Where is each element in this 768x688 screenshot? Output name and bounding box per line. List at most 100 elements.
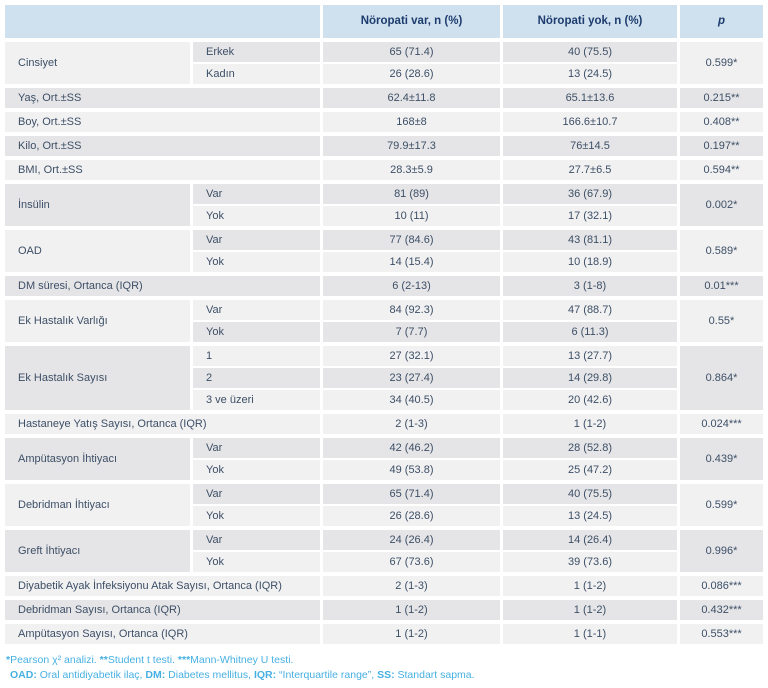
header-cell-neuropathy-present: Nöropati var, n (%) xyxy=(323,5,500,38)
table-row-group: İnsülin Var 81 (89) 36 (67.9) Yok 10 (11) 17 (… xyxy=(5,184,763,226)
row-label-cell: Hastaneye Yatış Sayısı, Ortanca (IQR) xyxy=(5,414,320,434)
table-subrow: Var 65 (71.4) 40 (75.5) xyxy=(193,484,677,504)
footnote-term: OAD: xyxy=(10,669,37,681)
table-subrow: Yok 14 (15.4) 10 (18.9) xyxy=(193,252,677,272)
sub-label-cell: Var xyxy=(193,300,320,320)
value-cell-neuropathy-absent: 13 (24.5) xyxy=(503,64,677,84)
value-cell-neuropathy-present: 42 (46.2) xyxy=(323,438,500,458)
value-cell-neuropathy-present: 65 (71.4) xyxy=(323,484,500,504)
value-cell-neuropathy-present: 26 (28.6) xyxy=(323,64,500,84)
sub-label-cell: Yok xyxy=(193,206,320,226)
sub-label-cell: 3 ve üzeri xyxy=(193,390,320,410)
value-cell-neuropathy-present: 2 (1-3) xyxy=(323,414,500,434)
value-cell-neuropathy-present: 7 (7.7) xyxy=(323,322,500,342)
group-subrows: Var 81 (89) 36 (67.9) Yok 10 (11) 17 (32.1) xyxy=(193,184,677,226)
group-subrows: 1 27 (32.1) 13 (27.7) 2 23 (27.4) 14 (29.8) 3 … xyxy=(193,346,677,410)
group-label-cell: Debridman İhtiyacı xyxy=(5,484,190,526)
value-cell-neuropathy-absent: 1 (1-2) xyxy=(503,414,677,434)
footnote-text: Pearson χ² analizi. xyxy=(10,654,100,666)
table-subrow: Var 84 (92.3) 47 (88.7) xyxy=(193,300,677,320)
value-cell-neuropathy-absent: 36 (67.9) xyxy=(503,184,677,204)
value-cell-neuropathy-absent: 3 (1-8) xyxy=(503,276,677,296)
value-cell-neuropathy-present: 1 (1-2) xyxy=(323,600,500,620)
p-value-cell: 0.439* xyxy=(680,438,763,480)
footnote-term: *** xyxy=(177,654,191,666)
footnote-text: “Interquartile range”, xyxy=(276,669,378,681)
group-label-cell: İnsülin xyxy=(5,184,190,226)
sub-label-cell: Var xyxy=(193,184,320,204)
p-value-cell: 0.197** xyxy=(680,136,763,156)
group-label-cell: OAD xyxy=(5,230,190,272)
table-row-group: Ek Hastalık Varlığı Var 84 (92.3) 47 (88.7)… xyxy=(5,300,763,342)
group-label-cell: Greft İhtiyacı xyxy=(5,530,190,572)
table-subrow: Yok 26 (28.6) 13 (24.5) xyxy=(193,506,677,526)
footnote-term: SS: xyxy=(377,669,395,681)
value-cell-neuropathy-present: 34 (40.5) xyxy=(323,390,500,410)
row-label-cell: Debridman Sayısı, Ortanca (IQR) xyxy=(5,600,320,620)
p-value-cell: 0.589* xyxy=(680,230,763,272)
table-row-group: Greft İhtiyacı Var 24 (26.4) 14 (26.4) Yok 67… xyxy=(5,530,763,572)
footnote-term: IQR: xyxy=(253,669,277,681)
value-cell-neuropathy-present: 84 (92.3) xyxy=(323,300,500,320)
table-subrow: Yok 10 (11) 17 (32.1) xyxy=(193,206,677,226)
row-label-cell: BMI, Ort.±SS xyxy=(5,160,320,180)
sub-label-cell: Yok xyxy=(193,552,320,572)
value-cell-neuropathy-present: 62.4±11.8 xyxy=(323,88,500,108)
sub-label-cell: Var xyxy=(193,230,320,250)
value-cell-neuropathy-present: 1 (1-2) xyxy=(323,624,500,644)
p-value-cell: 0.024*** xyxy=(680,414,763,434)
footnote-text: Standart sapma. xyxy=(394,669,475,681)
table-row: Yaş, Ort.±SS 62.4±11.8 65.1±13.6 0.215** xyxy=(5,88,763,108)
footnote-abbreviations: OAD: Oral antidiyabetik ilaç, DM: Diabet… xyxy=(6,668,763,683)
table-row: DM süresi, Ortanca (IQR) 6 (2-13) 3 (1-8) 0… xyxy=(5,276,763,296)
table-row: Hastaneye Yatış Sayısı, Ortanca (IQR) 2 (… xyxy=(5,414,763,434)
footnotes: *Pearson χ² analizi. **Student t testi. … xyxy=(5,653,763,683)
value-cell-neuropathy-absent: 40 (75.5) xyxy=(503,42,677,62)
p-value-cell: 0.002* xyxy=(680,184,763,226)
table-row-group: Debridman İhtiyacı Var 65 (71.4) 40 (75.5) Y… xyxy=(5,484,763,526)
value-cell-neuropathy-absent: 14 (26.4) xyxy=(503,530,677,550)
value-cell-neuropathy-present: 6 (2-13) xyxy=(323,276,500,296)
footnote-text: Student t testi. xyxy=(107,654,178,666)
p-value-cell: 0.215** xyxy=(680,88,763,108)
table-subrow: Kadın 26 (28.6) 13 (24.5) xyxy=(193,64,677,84)
value-cell-neuropathy-absent: 20 (42.6) xyxy=(503,390,677,410)
value-cell-neuropathy-absent: 40 (75.5) xyxy=(503,484,677,504)
value-cell-neuropathy-present: 65 (71.4) xyxy=(323,42,500,62)
value-cell-neuropathy-absent: 13 (24.5) xyxy=(503,506,677,526)
group-label-cell: Ek Hastalık Sayısı xyxy=(5,346,190,410)
footnote-term: DM: xyxy=(145,669,166,681)
row-label-cell: Kilo, Ort.±SS xyxy=(5,136,320,156)
value-cell-neuropathy-present: 27 (32.1) xyxy=(323,346,500,366)
table-row: BMI, Ort.±SS 28.3±5.9 27.7±6.5 0.594** xyxy=(5,160,763,180)
sub-label-cell: Yok xyxy=(193,252,320,272)
value-cell-neuropathy-absent: 14 (29.8) xyxy=(503,368,677,388)
sub-label-cell: Yok xyxy=(193,506,320,526)
neuropathy-comparison-table: Nöropati var, n (%) Nöropati yok, n (%) … xyxy=(5,5,763,644)
table-row: Kilo, Ort.±SS 79.9±17.3 76±14.5 0.197** xyxy=(5,136,763,156)
row-label-cell: Ampütasyon Sayısı, Ortanca (IQR) xyxy=(5,624,320,644)
group-subrows: Erkek 65 (71.4) 40 (75.5) Kadın 26 (28.6) 13 … xyxy=(193,42,677,84)
value-cell-neuropathy-absent: 76±14.5 xyxy=(503,136,677,156)
value-cell-neuropathy-present: 67 (73.6) xyxy=(323,552,500,572)
value-cell-neuropathy-present: 49 (53.8) xyxy=(323,460,500,480)
group-subrows: Var 77 (84.6) 43 (81.1) Yok 14 (15.4) 10 (18.… xyxy=(193,230,677,272)
sub-label-cell: Yok xyxy=(193,460,320,480)
sub-label-cell: Var xyxy=(193,530,320,550)
value-cell-neuropathy-present: 77 (84.6) xyxy=(323,230,500,250)
value-cell-neuropathy-present: 81 (89) xyxy=(323,184,500,204)
table-subrow: Var 81 (89) 36 (67.9) xyxy=(193,184,677,204)
table-subrow: Var 77 (84.6) 43 (81.1) xyxy=(193,230,677,250)
footnote-text: Diabetes mellitus, xyxy=(165,669,254,681)
group-label-cell: Ek Hastalık Varlığı xyxy=(5,300,190,342)
table-body: Cinsiyet Erkek 65 (71.4) 40 (75.5) Kadın 26 (… xyxy=(5,42,763,644)
row-label-cell: Boy, Ort.±SS xyxy=(5,112,320,132)
p-value-cell: 0.594** xyxy=(680,160,763,180)
value-cell-neuropathy-absent: 43 (81.1) xyxy=(503,230,677,250)
table-subrow: Var 42 (46.2) 28 (52.8) xyxy=(193,438,677,458)
value-cell-neuropathy-present: 79.9±17.3 xyxy=(323,136,500,156)
sub-label-cell: Yok xyxy=(193,322,320,342)
value-cell-neuropathy-present: 10 (11) xyxy=(323,206,500,226)
value-cell-neuropathy-present: 2 (1-3) xyxy=(323,576,500,596)
